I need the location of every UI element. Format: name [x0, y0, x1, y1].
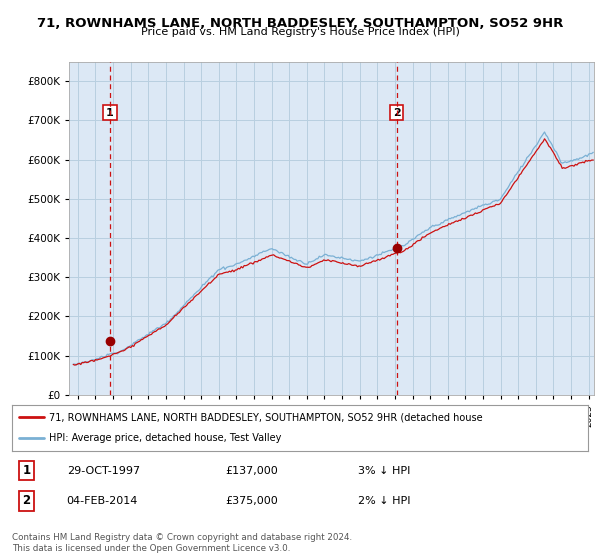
- Text: 04-FEB-2014: 04-FEB-2014: [67, 496, 138, 506]
- Text: 1: 1: [22, 464, 31, 477]
- Text: £137,000: £137,000: [225, 466, 278, 475]
- Text: 2: 2: [22, 494, 31, 507]
- Text: 29-OCT-1997: 29-OCT-1997: [67, 466, 140, 475]
- Text: 2% ↓ HPI: 2% ↓ HPI: [358, 496, 410, 506]
- Text: 1: 1: [106, 108, 114, 118]
- Text: 71, ROWNHAMS LANE, NORTH BADDESLEY, SOUTHAMPTON, SO52 9HR (detached house: 71, ROWNHAMS LANE, NORTH BADDESLEY, SOUT…: [49, 412, 483, 422]
- Text: £375,000: £375,000: [225, 496, 278, 506]
- Text: Contains HM Land Registry data © Crown copyright and database right 2024.
This d: Contains HM Land Registry data © Crown c…: [12, 533, 352, 553]
- Text: 2: 2: [392, 108, 400, 118]
- Text: 3% ↓ HPI: 3% ↓ HPI: [358, 466, 410, 475]
- Text: 71, ROWNHAMS LANE, NORTH BADDESLEY, SOUTHAMPTON, SO52 9HR: 71, ROWNHAMS LANE, NORTH BADDESLEY, SOUT…: [37, 17, 563, 30]
- Text: Price paid vs. HM Land Registry's House Price Index (HPI): Price paid vs. HM Land Registry's House …: [140, 27, 460, 38]
- Text: HPI: Average price, detached house, Test Valley: HPI: Average price, detached house, Test…: [49, 433, 282, 444]
